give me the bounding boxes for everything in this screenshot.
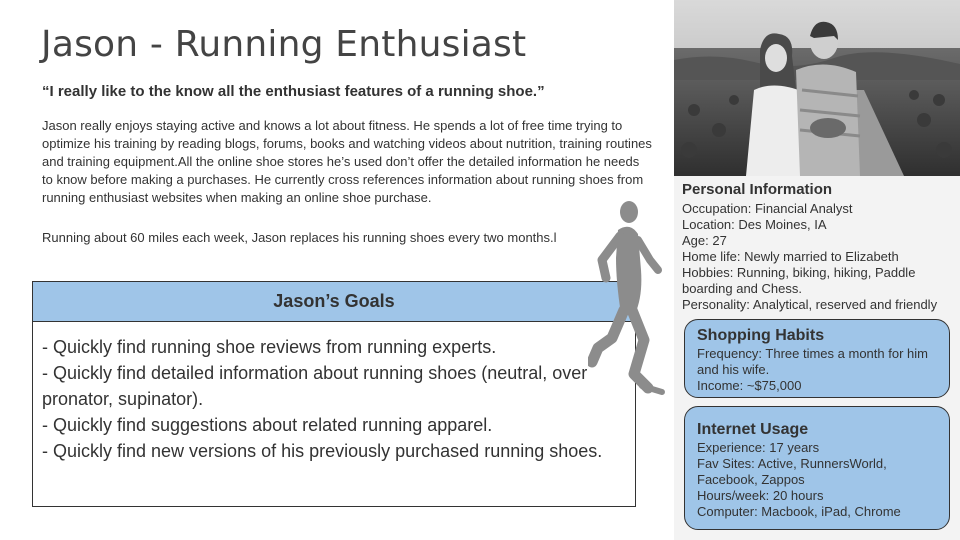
internet-usage-computer: Computer: Macbook, iPad, Chrome (697, 504, 901, 519)
personal-info-occupation: Occupation: Financial Analyst (682, 201, 853, 216)
shopping-habits-card: Shopping Habits Frequency: Three times a… (684, 319, 950, 398)
goal-item: - Quickly find running shoe reviews from… (42, 337, 497, 357)
personal-info-location: Location: Des Moines, IA (682, 217, 827, 232)
goal-item: - Quickly find suggestions about related… (42, 415, 493, 435)
persona-quote: “I really like to the know all the enthu… (42, 83, 545, 100)
couple-photo (674, 0, 960, 176)
personal-info-personality: Personality: Analytical, reserved and fr… (682, 297, 938, 312)
personal-info-age: Age: 27 (682, 233, 727, 248)
shopping-habits-heading: Shopping Habits (697, 327, 825, 344)
goals-list: - Quickly find running shoe reviews from… (33, 322, 635, 464)
goal-item: - Quickly find detailed information abou… (42, 363, 588, 409)
internet-usage-heading: Internet Usage (697, 421, 809, 438)
personal-info-heading: Personal Information (682, 181, 833, 198)
personal-info-hobbies: Hobbies: Running, biking, hiking, Paddle… (682, 265, 916, 296)
shopping-habits-income: Income: ~$75,000 (697, 378, 802, 393)
goal-item: - Quickly find new versions of his previ… (42, 441, 603, 461)
shopping-habits-frequency: Frequency: Three times a month for him a… (697, 346, 928, 377)
persona-title: Jason - Running Enthusiast (41, 24, 527, 65)
internet-usage-fav-sites: Fav Sites: Active, RunnersWorld, Faceboo… (697, 456, 887, 487)
internet-usage-hours: Hours/week: 20 hours (697, 488, 824, 503)
internet-usage-card: Internet Usage Experience: 17 years Fav … (684, 406, 950, 530)
personal-info-home-life: Home life: Newly married to Elizabeth (682, 249, 899, 264)
personal-info: Personal Information Occupation: Financi… (682, 181, 954, 313)
runner-silhouette-icon (588, 201, 665, 395)
goals-heading: Jason’s Goals (33, 282, 635, 322)
persona-bio: Jason really enjoys staying active and k… (42, 118, 652, 205)
persona-bio-extra: Running about 60 miles each week, Jason … (42, 230, 557, 245)
goals-box: Jason’s Goals - Quickly find running sho… (32, 281, 636, 507)
internet-usage-experience: Experience: 17 years (697, 440, 820, 455)
